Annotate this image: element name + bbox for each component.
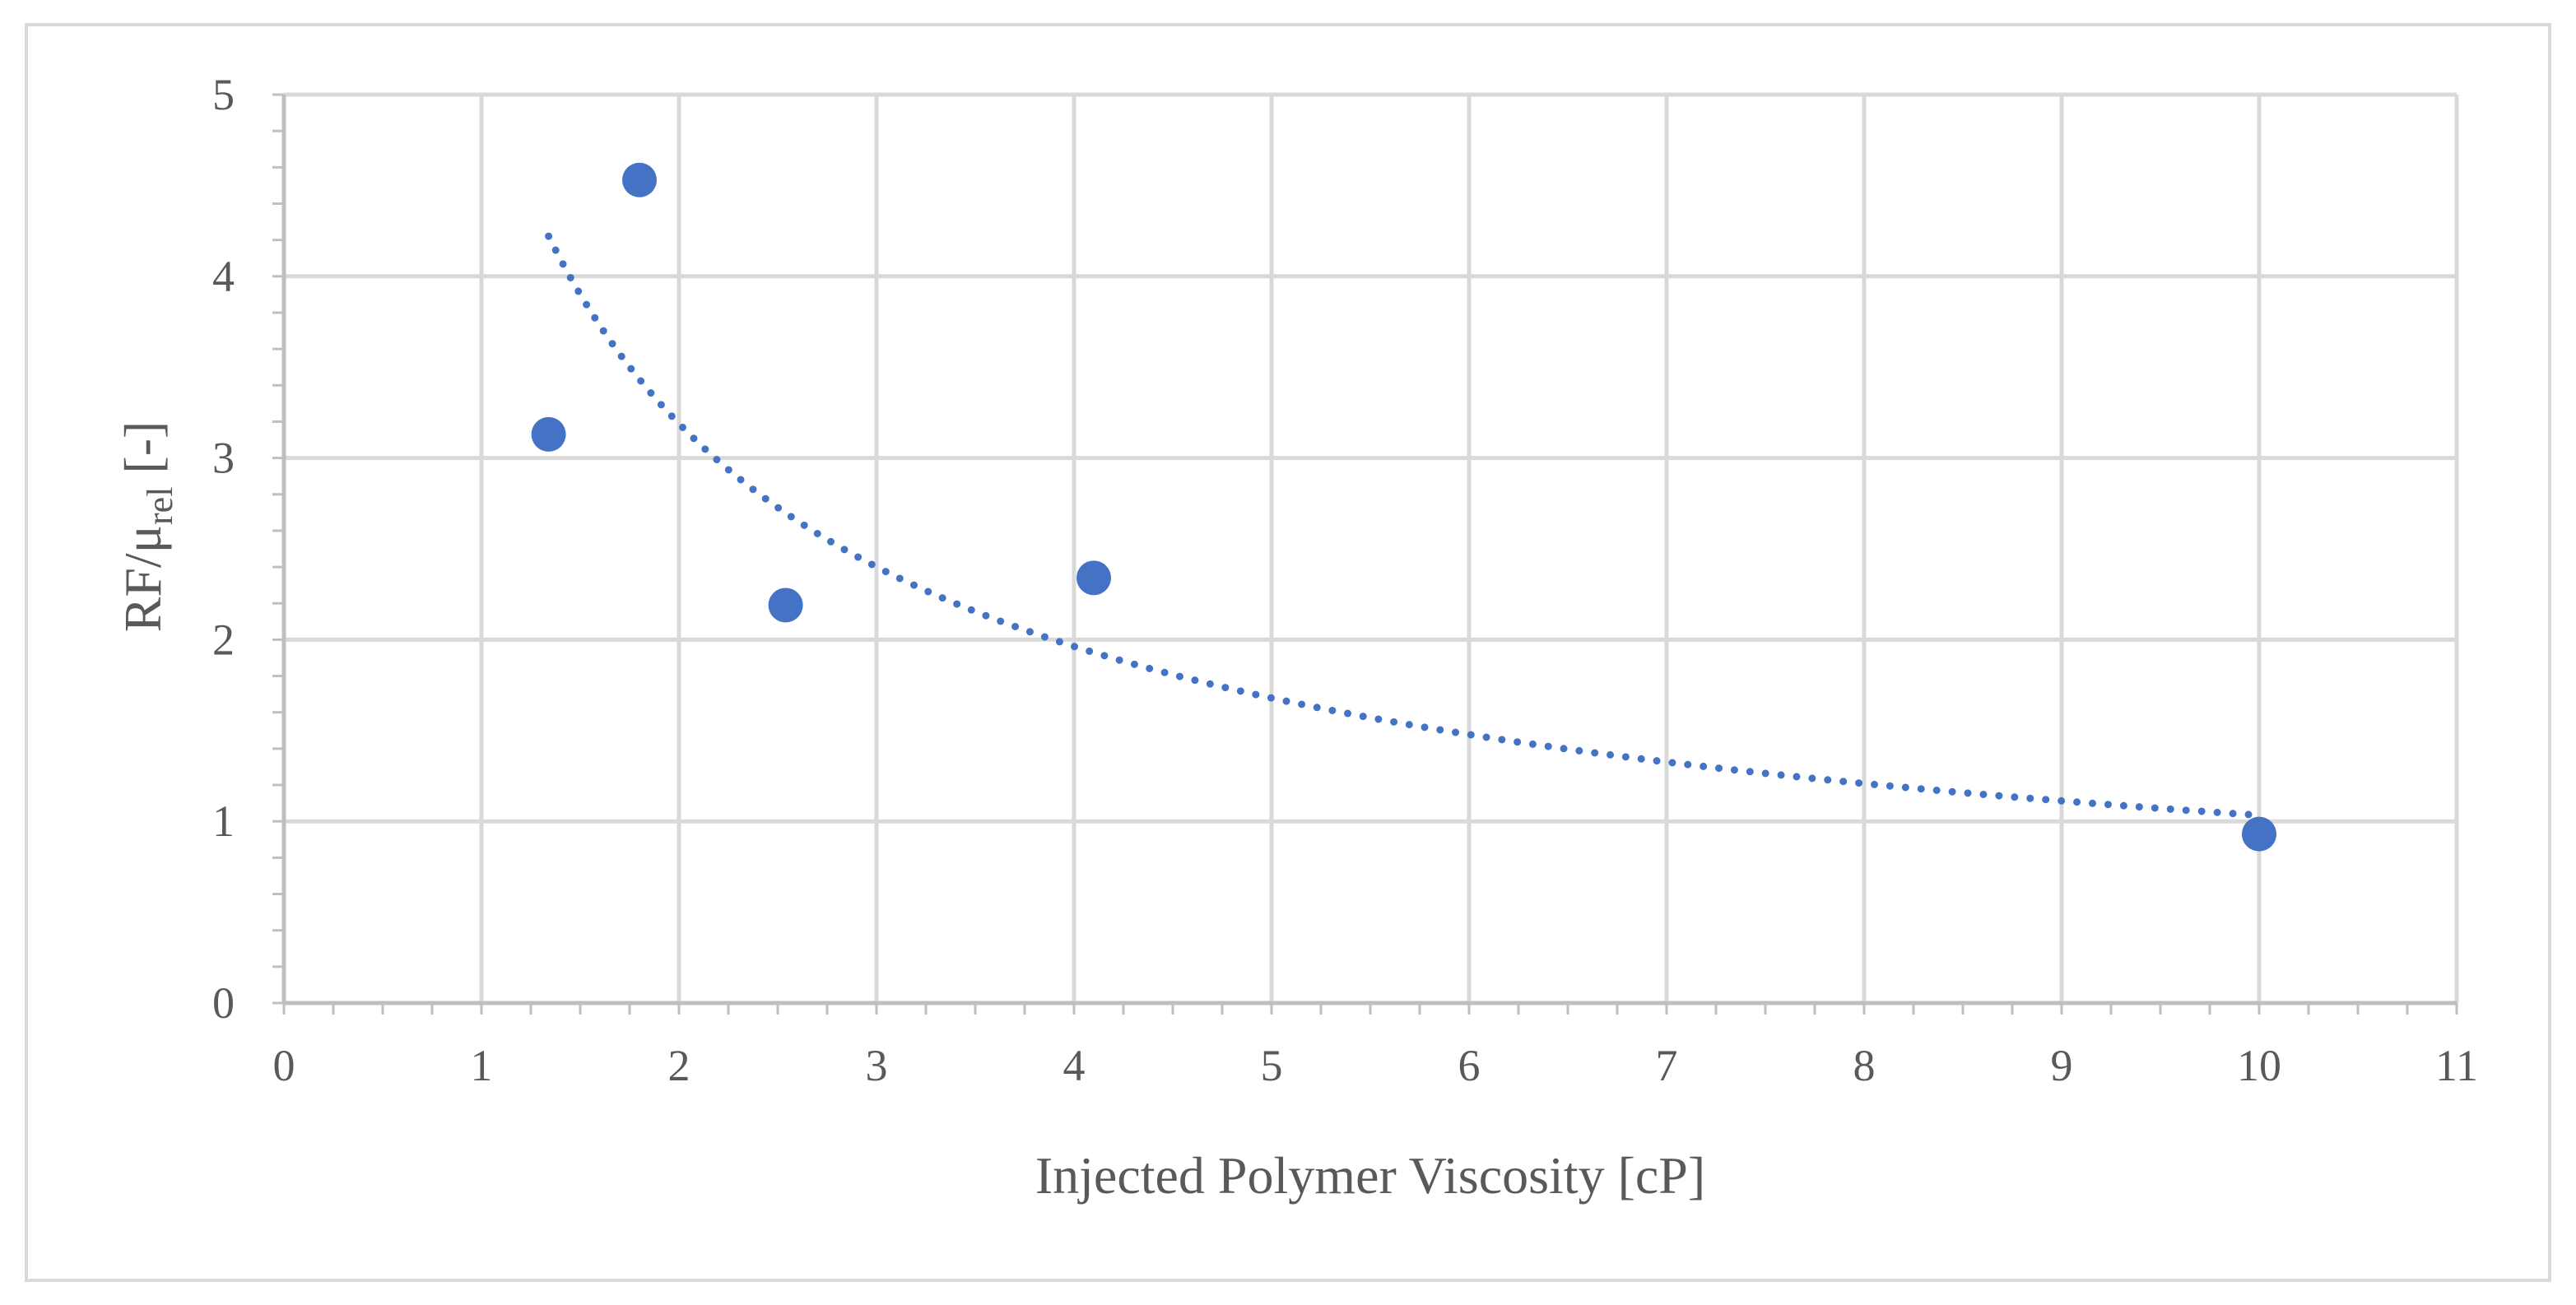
x-tick-label: 1 bbox=[471, 1041, 493, 1090]
chart-frame bbox=[25, 23, 2551, 1282]
trendline-path bbox=[545, 232, 2263, 820]
x-tick-label: 2 bbox=[668, 1041, 690, 1090]
gridlines bbox=[284, 92, 2459, 1003]
x-tick-label: 11 bbox=[2435, 1041, 2478, 1090]
y-tick-label: 3 bbox=[212, 434, 235, 483]
y-tick-label: 0 bbox=[212, 978, 235, 1028]
y-axis-title: RF/μrel [-] bbox=[114, 421, 180, 633]
x-tick-label: 6 bbox=[1458, 1041, 1481, 1090]
y-tick-label: 2 bbox=[212, 615, 235, 664]
x-axis-title: Injected Polymer Viscosity [cP] bbox=[1035, 1146, 1705, 1205]
x-tick-label: 9 bbox=[2051, 1041, 2073, 1090]
x-tick-label: 5 bbox=[1261, 1041, 1283, 1090]
x-tick-label: 7 bbox=[1656, 1041, 1678, 1090]
x-tick-label: 8 bbox=[1853, 1041, 1876, 1090]
y-tick-label: 5 bbox=[212, 70, 235, 119]
x-tick-label: 0 bbox=[273, 1041, 295, 1090]
y-axis-title-suffix: [-] bbox=[114, 421, 172, 487]
x-tick-label: 3 bbox=[866, 1041, 888, 1090]
axes bbox=[272, 93, 2458, 1015]
y-axis-title-main: RF/μ bbox=[114, 525, 172, 632]
data-point bbox=[622, 162, 657, 197]
x-tick-label: 4 bbox=[1063, 1041, 1086, 1090]
y-tick-label: 4 bbox=[212, 252, 235, 301]
data-point bbox=[1076, 560, 1111, 596]
data-points bbox=[531, 162, 2276, 852]
trendline bbox=[545, 232, 2263, 820]
y-axis-title-subscript: rel bbox=[140, 487, 180, 525]
y-tick-label: 1 bbox=[212, 796, 235, 846]
tick-labels: 0 1 2 3 4 5 6 7 8 9 10 11 0 1 2 3 4 5 bbox=[212, 70, 2478, 1090]
x-tick-label: 10 bbox=[2237, 1041, 2281, 1090]
data-point bbox=[768, 587, 803, 623]
data-point bbox=[2242, 816, 2276, 852]
data-point bbox=[531, 416, 566, 452]
